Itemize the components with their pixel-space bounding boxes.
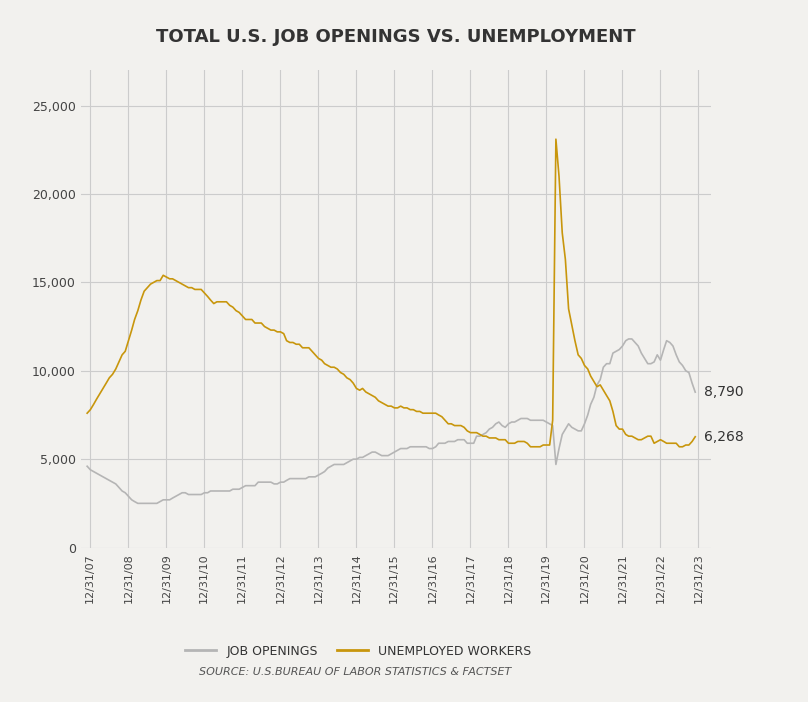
Text: 8,790: 8,790	[704, 385, 743, 399]
Legend: JOB OPENINGS, UNEMPLOYED WORKERS: JOB OPENINGS, UNEMPLOYED WORKERS	[180, 640, 536, 663]
Title: TOTAL U.S. JOB OPENINGS VS. UNEMPLOYMENT: TOTAL U.S. JOB OPENINGS VS. UNEMPLOYMENT	[156, 28, 636, 46]
Text: 6,268: 6,268	[704, 430, 743, 444]
Text: SOURCE: U.S.BUREAU OF LABOR STATISTICS & FACTSET: SOURCE: U.S.BUREAU OF LABOR STATISTICS &…	[200, 668, 511, 677]
